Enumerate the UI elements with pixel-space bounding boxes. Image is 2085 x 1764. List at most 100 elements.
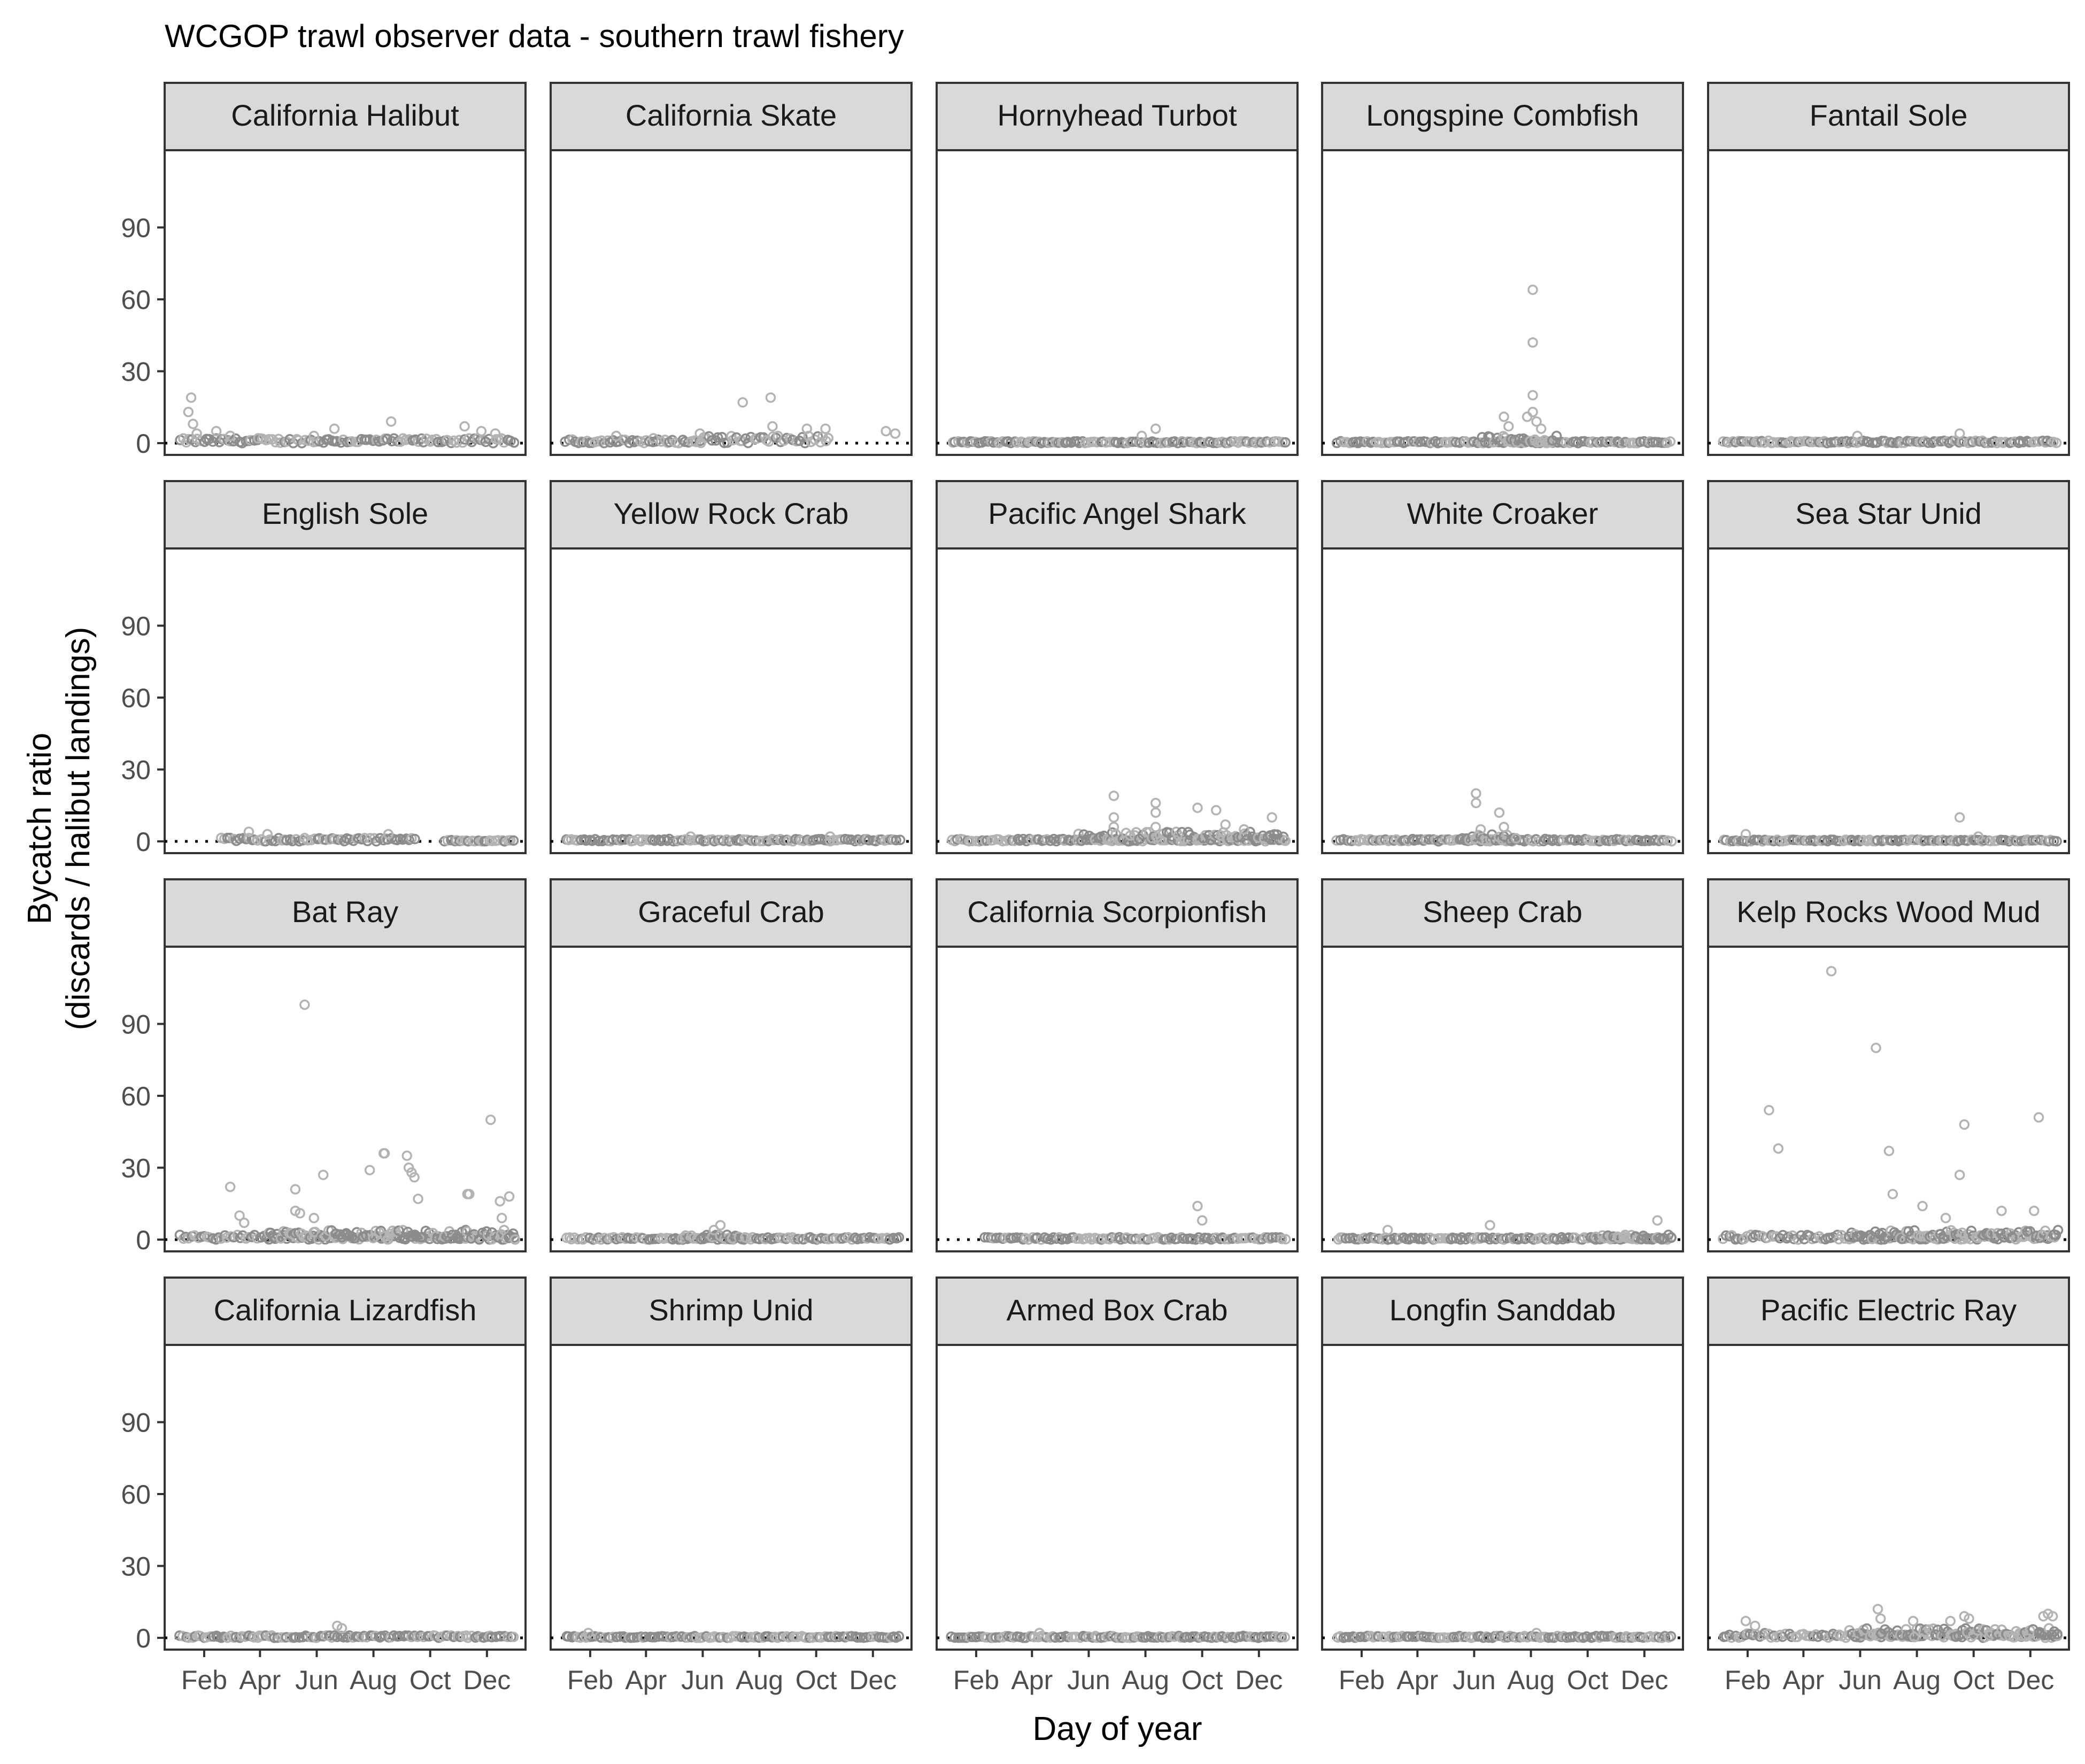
data-point [1108, 812, 1119, 823]
data-point [481, 835, 491, 847]
chart-title: WCGOP trawl observer data - southern tra… [165, 18, 904, 54]
data-point [1581, 1631, 1592, 1642]
facet-strip-label: Pacific Electric Ray [1760, 1293, 2017, 1327]
data-point [441, 1231, 452, 1242]
data-point [1485, 1220, 1495, 1231]
data-point [1883, 1146, 1895, 1156]
x-tick-label: Jun [295, 1665, 338, 1695]
data-point [329, 423, 340, 434]
data-point [890, 428, 901, 439]
data-point [1253, 832, 1264, 843]
facet-strip [1321, 82, 1684, 151]
facet-strip [164, 878, 527, 948]
data-point [1397, 1631, 1408, 1642]
data-point [2029, 1205, 2040, 1216]
data-point [1276, 1631, 1287, 1643]
data-point [1050, 1632, 1061, 1643]
facet-strip-label: Longspine Combfish [1366, 98, 1639, 132]
data-point [1662, 835, 1673, 846]
data-point [1267, 812, 1277, 823]
facet-panel: Longspine Combfish [1321, 82, 1684, 456]
data-point [1273, 436, 1284, 447]
data-point [508, 1631, 519, 1643]
data-point [508, 1228, 519, 1239]
facet-panel: California Lizardfish 0 30 60 90 Feb Apr Jun Aug… [121, 1276, 527, 1695]
data-point [637, 834, 648, 845]
data-point [1964, 1613, 1974, 1624]
facet-strip [550, 480, 913, 550]
data-point [762, 1631, 774, 1642]
data-point [1599, 1631, 1610, 1642]
data-point [691, 1633, 702, 1643]
data-point [712, 432, 723, 443]
data-point [1101, 437, 1111, 448]
data-point [225, 430, 236, 442]
data-point [211, 425, 222, 437]
data-point [1240, 1233, 1251, 1243]
data-point [1018, 437, 1029, 448]
x-tick-label: Aug [1507, 1665, 1555, 1695]
facet-plot-area [936, 946, 1299, 1252]
data-point [1666, 1232, 1677, 1243]
data-point [486, 835, 498, 847]
data-point [1223, 1631, 1233, 1643]
data-point [1530, 434, 1540, 445]
facet-strip-label: California Lizardfish [214, 1293, 477, 1327]
data-point [1024, 436, 1034, 447]
y-tick-label: 30 [121, 755, 151, 785]
facet-plot-area [1707, 946, 2070, 1252]
data-point [631, 1232, 642, 1243]
data-point [1954, 428, 1965, 439]
data-point [1196, 1215, 1208, 1226]
data-point [2033, 1112, 2044, 1123]
facet-strip [1707, 878, 2070, 948]
data-point [232, 1229, 243, 1241]
data-point [1896, 1233, 1908, 1244]
data-point [383, 829, 394, 840]
facet-panel: White Croaker [1321, 480, 1684, 854]
facet-strip-label: California Skate [626, 98, 837, 132]
data-point [1415, 436, 1426, 447]
data-point [459, 421, 470, 432]
data-point [1275, 1232, 1286, 1243]
data-point [186, 392, 197, 403]
data-point [1522, 411, 1533, 422]
facet-strip-label: Bat Ray [292, 895, 398, 929]
data-point [825, 831, 836, 842]
data-point [1940, 835, 1951, 846]
data-point [855, 1632, 866, 1643]
data-point [1382, 1225, 1393, 1235]
data-point [1541, 437, 1552, 448]
facet-strip-label: Kelp Rocks Wood Mud [1736, 895, 2041, 929]
x-tick-label: Oct [796, 1665, 837, 1695]
x-tick-label: Apr [625, 1665, 667, 1695]
data-point [1871, 1042, 1881, 1054]
data-point [410, 833, 420, 845]
data-point [739, 1232, 751, 1243]
x-tick-label: Jun [1453, 1665, 1496, 1695]
data-point [1940, 1212, 1951, 1224]
data-point [1611, 1632, 1622, 1643]
data-point [1225, 436, 1237, 447]
data-point [1527, 337, 1538, 348]
x-axis-title: Day of year [1032, 1711, 1202, 1747]
data-point [1451, 1233, 1462, 1244]
x-tick-label: Oct [1182, 1665, 1223, 1695]
data-point [1034, 1628, 1045, 1638]
facet-strip-label: Pacific Angel Shark [988, 497, 1246, 530]
data-point [1826, 966, 1837, 977]
data-point [737, 397, 748, 408]
data-point [1954, 812, 1965, 823]
data-point [286, 1228, 297, 1239]
data-point [183, 406, 194, 417]
data-point [637, 1233, 648, 1244]
data-point [1535, 423, 1547, 434]
data-point [1436, 1233, 1447, 1244]
facet-plot-area [1707, 149, 2070, 456]
data-point [188, 419, 198, 429]
facet-strip [1321, 1276, 1684, 1346]
data-point [1666, 836, 1677, 847]
x-tick-label: Dec [849, 1665, 897, 1695]
data-point [611, 430, 622, 442]
data-point [225, 436, 236, 447]
